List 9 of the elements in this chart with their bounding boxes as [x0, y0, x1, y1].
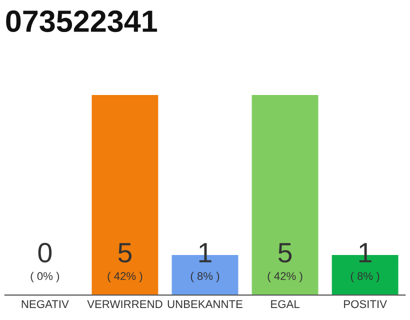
x-tick-label: NEGATIV: [22, 300, 69, 308]
data-label: 5 ( 42% ): [268, 243, 302, 282]
x-tick-label: VERWIRREND: [87, 300, 162, 308]
chart-title: 073522341: [6, 10, 158, 32]
data-label: 0 ( 0% ): [30, 242, 60, 282]
x-tick-label: UNBEKANNTE: [168, 300, 242, 308]
x-tick-label: POSITIV: [344, 300, 387, 308]
x-tick-label: EGAL: [271, 300, 300, 308]
data-label: 5 ( 42% ): [108, 243, 142, 282]
